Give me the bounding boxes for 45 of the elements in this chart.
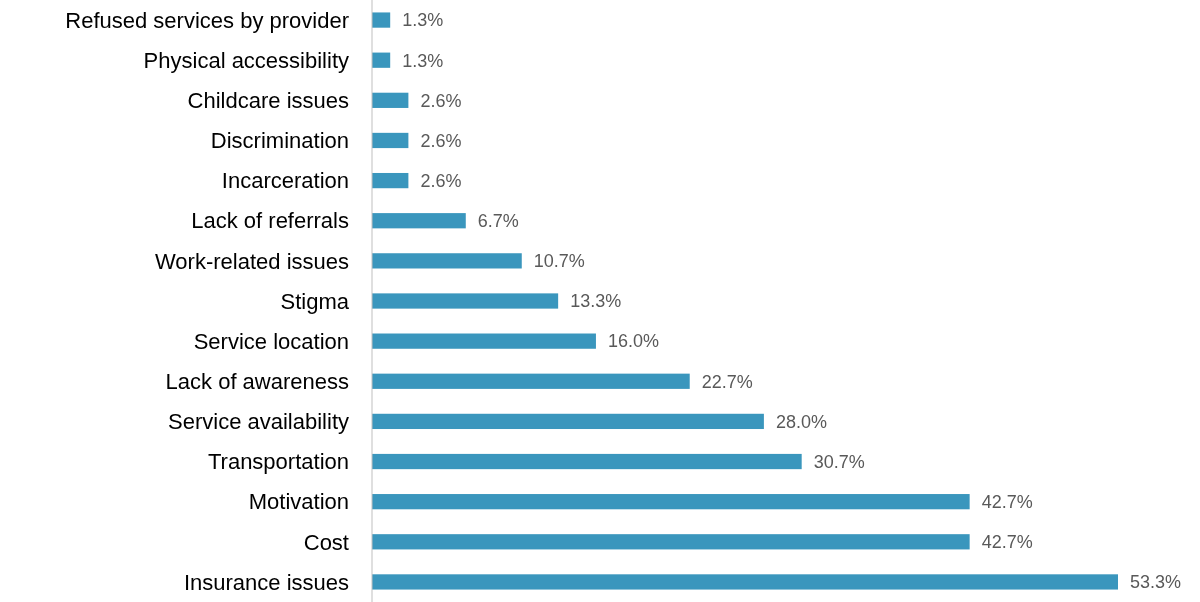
- data-label: 13.3%: [570, 291, 622, 312]
- y-tick-label: Insurance issues: [183, 569, 349, 595]
- bar: [372, 494, 970, 510]
- data-label: 2.6%: [420, 90, 462, 111]
- bar: [372, 172, 409, 189]
- data-label: 42.7%: [981, 491, 1033, 512]
- bar: [372, 333, 596, 349]
- data-label: 2.6%: [420, 130, 462, 151]
- data-label: 42.7%: [981, 532, 1033, 553]
- bar: [372, 213, 466, 229]
- y-tick-label: Work-related issues: [155, 248, 349, 274]
- y-tick-label: Lack of awareness: [165, 368, 349, 394]
- y-tick-label: Service location: [193, 328, 349, 354]
- data-label: 30.7%: [813, 451, 865, 472]
- data-label: 1.3%: [402, 10, 444, 31]
- y-tick-label: Service availability: [168, 409, 349, 435]
- bar: [372, 574, 1118, 590]
- data-label: 6.7%: [477, 211, 519, 232]
- data-label: 28.0%: [775, 411, 827, 432]
- bar: [372, 92, 409, 108]
- bar: [372, 373, 690, 389]
- bar: [372, 453, 802, 470]
- data-label: 22.7%: [701, 371, 753, 392]
- bar: [372, 12, 391, 28]
- bar: [372, 413, 764, 430]
- bar: [372, 534, 970, 550]
- y-tick-label: Discrimination: [210, 128, 349, 154]
- y-tick-label: Incarceration: [221, 168, 349, 194]
- y-tick-label: Cost: [303, 529, 349, 555]
- data-label: 2.6%: [420, 170, 462, 191]
- data-label: 10.7%: [533, 251, 585, 272]
- bar: [372, 132, 409, 149]
- y-tick-label: Lack of referrals: [191, 208, 349, 234]
- y-tick-label: Physical accessibility: [143, 47, 349, 73]
- data-label: 53.3%: [1130, 572, 1182, 593]
- data-label: 1.3%: [402, 50, 444, 71]
- y-tick-label: Refused services by provider: [65, 7, 349, 33]
- y-tick-label: Stigma: [280, 288, 350, 314]
- y-tick-label: Transportation: [207, 449, 349, 475]
- bar: [372, 293, 559, 309]
- bar: [372, 52, 391, 68]
- bar: [372, 253, 522, 269]
- data-label: 16.0%: [607, 331, 659, 352]
- y-tick-label: Motivation: [248, 489, 349, 515]
- y-tick-label: Childcare issues: [187, 88, 349, 114]
